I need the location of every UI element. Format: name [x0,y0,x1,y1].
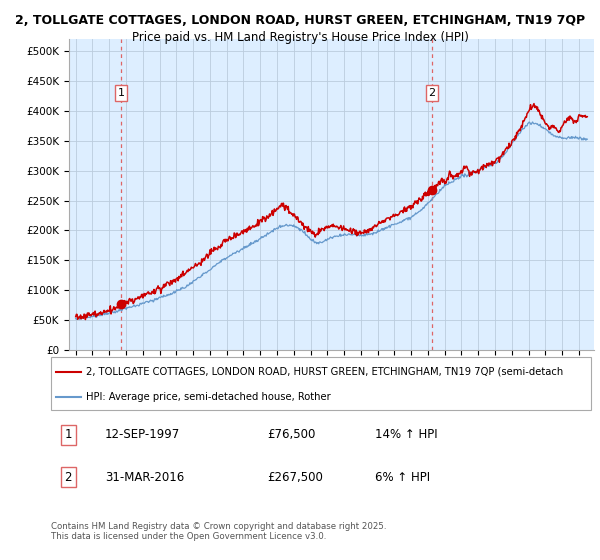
Text: Contains HM Land Registry data © Crown copyright and database right 2025.
This d: Contains HM Land Registry data © Crown c… [51,522,386,542]
Text: 2, TOLLGATE COTTAGES, LONDON ROAD, HURST GREEN, ETCHINGHAM, TN19 7QP (semi-detac: 2, TOLLGATE COTTAGES, LONDON ROAD, HURST… [86,367,563,377]
Text: 12-SEP-1997: 12-SEP-1997 [105,428,180,441]
Text: 6% ↑ HPI: 6% ↑ HPI [375,471,430,484]
Text: 14% ↑ HPI: 14% ↑ HPI [375,428,437,441]
Text: 2: 2 [428,88,436,98]
Text: 2: 2 [65,471,72,484]
Text: 1: 1 [65,428,72,441]
Text: £267,500: £267,500 [267,471,323,484]
Text: HPI: Average price, semi-detached house, Rother: HPI: Average price, semi-detached house,… [86,391,331,402]
Text: 31-MAR-2016: 31-MAR-2016 [105,471,184,484]
Text: Price paid vs. HM Land Registry's House Price Index (HPI): Price paid vs. HM Land Registry's House … [131,31,469,44]
Text: 1: 1 [118,88,124,98]
Text: 2, TOLLGATE COTTAGES, LONDON ROAD, HURST GREEN, ETCHINGHAM, TN19 7QP: 2, TOLLGATE COTTAGES, LONDON ROAD, HURST… [15,14,585,27]
FancyBboxPatch shape [51,357,591,410]
Text: £76,500: £76,500 [267,428,316,441]
